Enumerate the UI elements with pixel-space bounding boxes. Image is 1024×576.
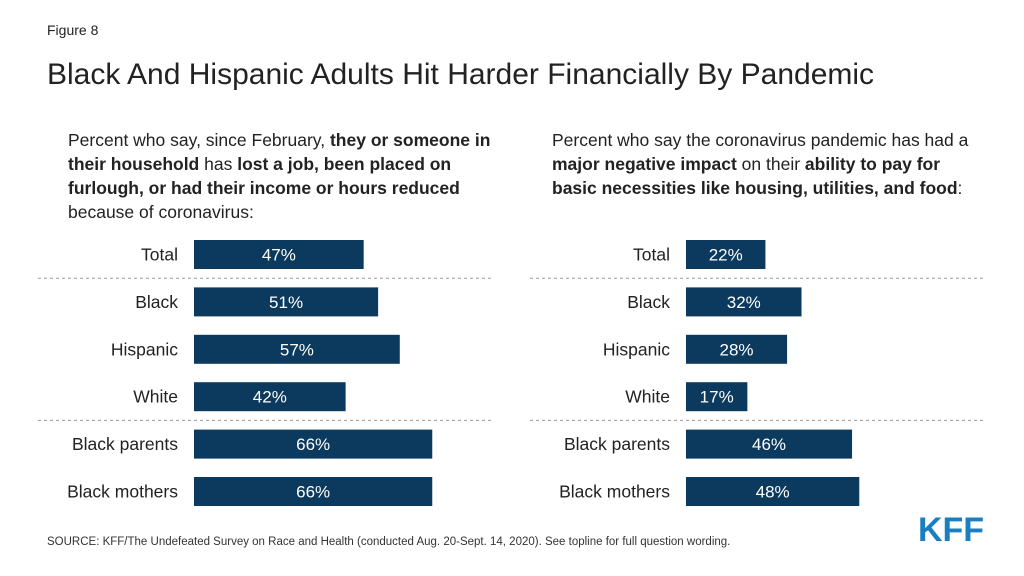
right-category-label: Total xyxy=(633,245,670,265)
right-value-label: 28% xyxy=(720,340,754,359)
source-note: SOURCE: KFF/The Undefeated Survey on Rac… xyxy=(47,536,731,548)
left-value-label: 47% xyxy=(262,246,296,265)
left-bar xyxy=(194,382,346,412)
left-subtitle-run-3: lost a job, been placed on furlough, or … xyxy=(68,154,460,198)
left-bar xyxy=(194,429,433,459)
right-bar xyxy=(686,334,788,364)
right-value-label: 22% xyxy=(709,246,743,265)
right-bar xyxy=(686,240,766,269)
left-bar-chart-svg: Total 47% Black 51% Hispanic 57% White 42% Black… xyxy=(38,240,494,506)
right-bar-chart-svg: Total 22% Black 32% Hispanic 28% White 17% Black… xyxy=(530,240,986,506)
right-subtitle: Percent who say the coronavirus pandemic… xyxy=(552,128,982,200)
left-bar-chart: Total 47% Black 51% Hispanic 57% White 42% Black… xyxy=(10,236,500,516)
right-subtitle-run-4: : xyxy=(957,178,963,198)
left-category-label: Black mothers xyxy=(67,482,178,502)
right-value-label: 48% xyxy=(756,483,790,502)
left-subtitle-run-2: has xyxy=(199,154,238,174)
right-category-label: Hispanic xyxy=(603,339,670,359)
left-category-label: Hispanic xyxy=(111,339,178,359)
right-value-label: 17% xyxy=(700,388,734,407)
right-bar xyxy=(686,477,860,506)
right-bar xyxy=(686,429,853,459)
right-bar xyxy=(686,287,802,317)
right-category-label: Black xyxy=(627,292,670,312)
left-value-label: 51% xyxy=(269,293,303,312)
left-value-label: 66% xyxy=(296,435,330,454)
left-category-label: Black xyxy=(135,292,178,312)
right-bar xyxy=(686,382,748,412)
kff-logo: KFF xyxy=(918,512,984,544)
left-category-label: White xyxy=(133,387,178,407)
right-bar-chart: Total 22% Black 32% Hispanic 28% White 17% Black… xyxy=(502,236,992,516)
left-bar xyxy=(194,334,400,364)
kff-logo-text: KFF xyxy=(918,512,984,544)
left-value-label: 66% xyxy=(296,483,330,502)
left-bar xyxy=(194,287,379,317)
right-category-label: Black parents xyxy=(564,434,670,454)
right-subtitle-run-1: major negative impact xyxy=(552,154,737,174)
left-subtitle: Percent who say, since February, they or… xyxy=(68,128,518,224)
right-value-label: 46% xyxy=(752,435,786,454)
left-value-label: 57% xyxy=(280,340,314,359)
left-subtitle-run-1: they or someone in their household xyxy=(68,130,491,174)
right-subtitle-run-0: Percent who say the coronavirus pandemic… xyxy=(552,130,969,150)
left-category-label: Total xyxy=(141,245,178,265)
left-subtitle-run-4: because of coronavirus: xyxy=(68,202,254,222)
right-subtitle-run-2: on their xyxy=(736,154,805,174)
chart-title: Black And Hispanic Adults Hit Harder Fin… xyxy=(47,58,875,91)
right-value-label: 32% xyxy=(727,293,761,312)
left-subtitle-run-0: Percent who say, since February, xyxy=(68,130,330,150)
left-category-label: Black parents xyxy=(72,434,178,454)
right-category-label: Black mothers xyxy=(559,482,670,502)
figure-label: Figure 8 xyxy=(47,22,99,38)
left-bar xyxy=(194,477,433,506)
right-category-label: White xyxy=(625,387,670,407)
left-bar xyxy=(194,240,364,269)
left-value-label: 42% xyxy=(253,388,287,407)
right-subtitle-run-3: ability to pay for basic necessities lik… xyxy=(552,154,958,198)
